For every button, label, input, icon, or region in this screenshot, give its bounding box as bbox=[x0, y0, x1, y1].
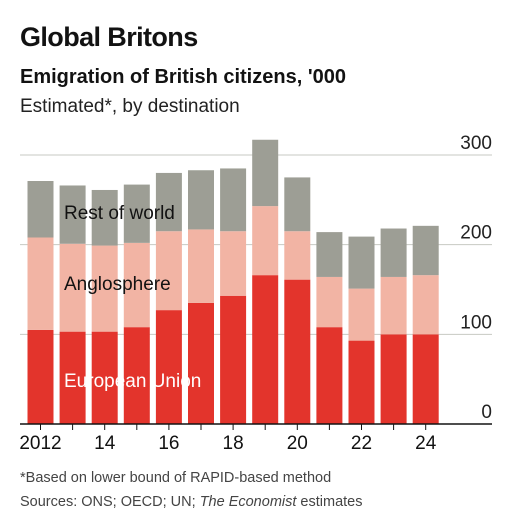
bar-segment bbox=[348, 288, 375, 341]
y-tick-label: 300 bbox=[460, 133, 492, 154]
bar-segment bbox=[188, 302, 214, 424]
bars bbox=[27, 139, 439, 424]
bar-segment bbox=[123, 327, 150, 424]
bar-segment bbox=[284, 279, 311, 424]
bar-segment bbox=[284, 231, 311, 280]
sources-note: Sources: ONS; OECD; UN; The Economist es… bbox=[20, 494, 363, 510]
x-tick-label: 2012 bbox=[19, 433, 61, 454]
series-label: Anglosphere bbox=[64, 274, 171, 295]
series-label: Rest of world bbox=[64, 203, 175, 224]
chart-description: Estimated*, by destination bbox=[20, 96, 240, 117]
sources-italic: The Economist bbox=[199, 494, 297, 510]
bar-segment bbox=[252, 139, 279, 207]
bar-segment bbox=[412, 225, 439, 276]
chart-subtitle: Emigration of British citizens, '000 bbox=[20, 66, 346, 88]
bar-segment bbox=[412, 334, 439, 424]
x-tick-label: 14 bbox=[94, 433, 116, 454]
bar-segment bbox=[188, 170, 214, 230]
series-labels: European Union Anglosphere Rest of world bbox=[64, 203, 201, 392]
bar-segment bbox=[348, 236, 375, 289]
bar-segment bbox=[316, 327, 343, 424]
sources-suffix: estimates bbox=[296, 494, 363, 510]
bar-segment bbox=[27, 181, 54, 238]
bar-segment bbox=[412, 275, 439, 335]
series-label: European Union bbox=[64, 371, 201, 392]
bar-segment bbox=[91, 189, 118, 246]
bar-segment bbox=[220, 295, 247, 424]
axes: 0 100 200 300 2012 14 16 18 20 22 24 bbox=[19, 133, 492, 454]
bar-segment bbox=[284, 177, 311, 232]
x-tick-label: 24 bbox=[415, 433, 437, 454]
x-tick-label: 16 bbox=[158, 433, 179, 454]
bar-segment bbox=[220, 168, 247, 232]
chart-title: Global Britons bbox=[20, 22, 198, 52]
y-tick-label: 200 bbox=[460, 223, 492, 244]
bar-segment bbox=[220, 231, 247, 296]
bar-segment bbox=[59, 331, 86, 424]
bar-segment bbox=[91, 245, 118, 332]
bar-segment bbox=[252, 206, 279, 276]
y-tick-label: 100 bbox=[460, 312, 492, 333]
bar-segment bbox=[155, 310, 182, 424]
bar-segment bbox=[316, 276, 343, 328]
bar-segment bbox=[59, 185, 86, 244]
bar-segment bbox=[380, 276, 407, 335]
bar-segment bbox=[188, 229, 214, 303]
bar-segment bbox=[155, 231, 182, 311]
bar-segment bbox=[27, 237, 54, 330]
bar-segment bbox=[348, 340, 375, 424]
bar-segment bbox=[123, 242, 150, 328]
bar-segment bbox=[316, 232, 343, 277]
x-tick-label: 20 bbox=[287, 433, 308, 454]
footnote: *Based on lower bound of RAPID-based met… bbox=[20, 470, 332, 486]
bar-segment bbox=[155, 172, 182, 232]
bar-segment bbox=[59, 243, 86, 332]
bar-segment bbox=[123, 184, 150, 243]
bar-segment bbox=[380, 228, 407, 277]
x-tick-label: 18 bbox=[223, 433, 244, 454]
x-tick-label: 22 bbox=[351, 433, 372, 454]
sources-prefix: Sources: ONS; OECD; UN; bbox=[20, 494, 200, 510]
bar-segment bbox=[380, 334, 407, 424]
bar-segment bbox=[252, 275, 279, 424]
bar-segment bbox=[27, 329, 54, 424]
y-tick-label: 0 bbox=[481, 402, 492, 423]
bar-segment bbox=[91, 331, 118, 424]
